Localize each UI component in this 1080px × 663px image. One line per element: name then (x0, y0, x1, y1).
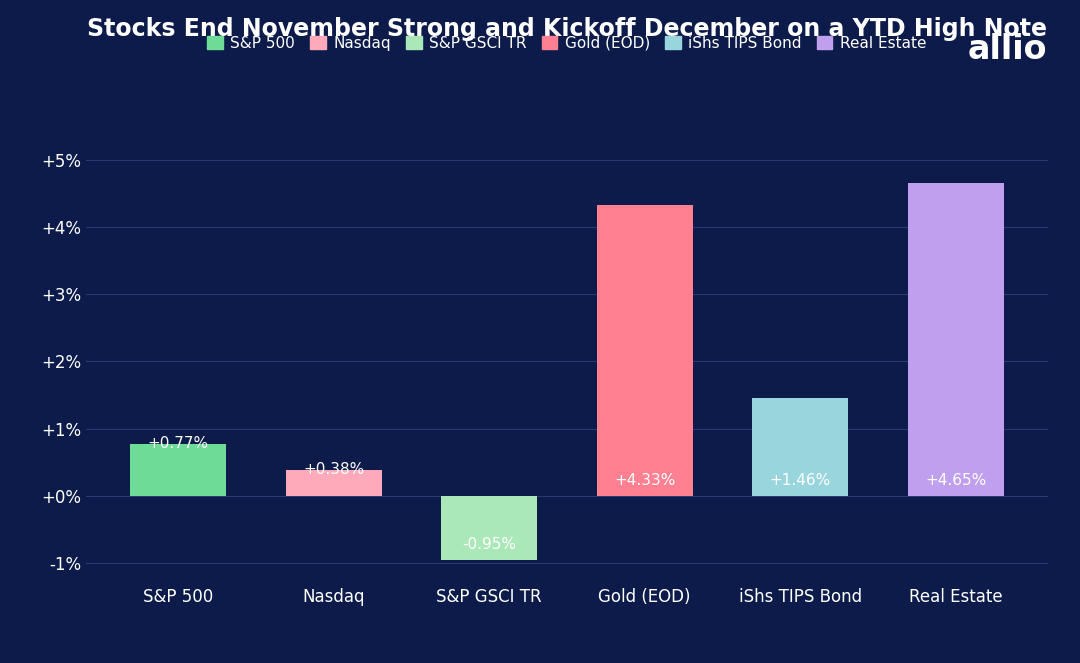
Legend: S&P 500, Nasdaq, S&P GSCI TR, Gold (EOD), iShs TIPS Bond, Real Estate: S&P 500, Nasdaq, S&P GSCI TR, Gold (EOD)… (201, 30, 933, 57)
Bar (285, 471, 382, 496)
Bar (752, 398, 849, 496)
Text: +0.38%: +0.38% (303, 462, 364, 477)
Text: +4.65%: +4.65% (926, 473, 986, 488)
Text: +1.46%: +1.46% (770, 473, 831, 488)
Bar (907, 183, 1004, 496)
Bar (596, 205, 693, 496)
Bar (441, 496, 538, 560)
Bar (130, 444, 227, 496)
Title: Stocks End November Strong and Kickoff December on a YTD High Note: Stocks End November Strong and Kickoff D… (87, 17, 1047, 41)
Text: +0.77%: +0.77% (148, 436, 208, 451)
Text: -0.95%: -0.95% (462, 537, 516, 552)
Text: allio: allio (968, 33, 1048, 66)
Text: +4.33%: +4.33% (615, 473, 675, 488)
